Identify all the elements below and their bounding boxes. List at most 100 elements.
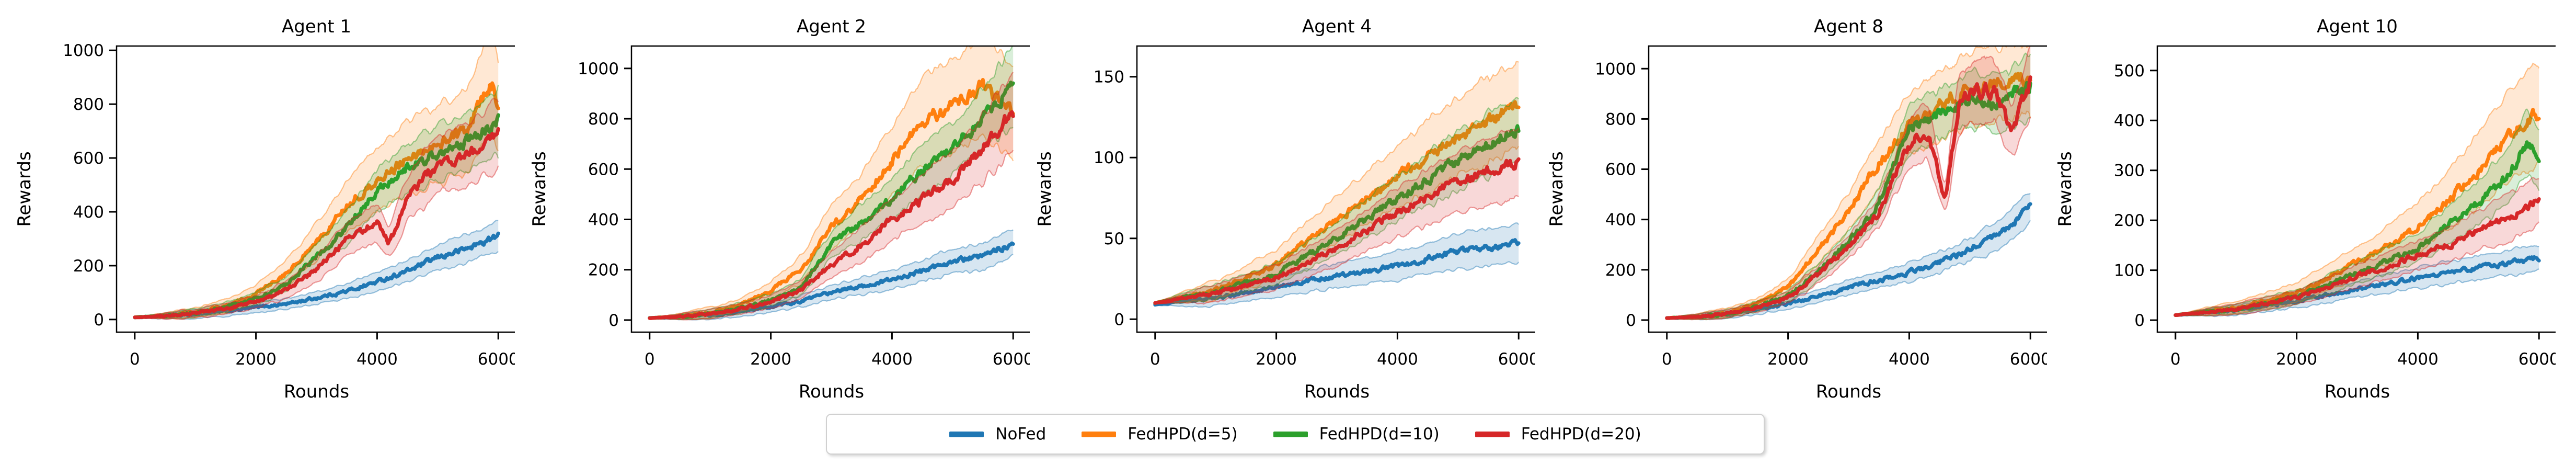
series-line bbox=[1153, 100, 1521, 305]
plot-area bbox=[2174, 62, 2541, 317]
y-tick-label: 0 bbox=[1114, 310, 1124, 329]
x-tick-label: 4000 bbox=[1377, 350, 1418, 369]
legend-line-swatch bbox=[1082, 431, 1117, 437]
x-tick-label: 0 bbox=[1150, 350, 1160, 369]
plot-area bbox=[1153, 61, 1521, 309]
y-tick-label: 200 bbox=[73, 257, 104, 276]
x-tick-label: 6000 bbox=[2010, 350, 2047, 369]
x-tick-label: 6000 bbox=[478, 350, 515, 369]
subplot-title: Agent 4 bbox=[1302, 16, 1372, 37]
y-tick-label: 0 bbox=[94, 311, 104, 330]
y-tick-label: 600 bbox=[1605, 161, 1636, 179]
confidence-band bbox=[2175, 177, 2539, 316]
y-tick-label: 400 bbox=[1605, 211, 1636, 230]
confidence-band bbox=[2175, 245, 2539, 317]
axes-box bbox=[630, 45, 1030, 333]
x-tick-label: 4000 bbox=[356, 350, 398, 369]
confidence-band bbox=[649, 72, 1014, 320]
confidence-band bbox=[1155, 128, 1519, 304]
legend: NoFed FedHPD(d=5) FedHPD(d=10) FedHPD(d=20) bbox=[826, 414, 1765, 455]
series-line bbox=[2174, 197, 2541, 317]
x-axis-label: Rounds bbox=[799, 381, 864, 402]
axes-box bbox=[1648, 45, 2047, 333]
y-tick-label: 100 bbox=[1094, 149, 1124, 167]
confidence-band bbox=[649, 46, 1014, 320]
axes-box bbox=[116, 45, 515, 333]
confidence-band bbox=[1666, 46, 2031, 320]
y-tick-label: 800 bbox=[73, 95, 104, 114]
y-tick-label: 0 bbox=[608, 311, 619, 330]
x-tick-label: 4000 bbox=[1889, 350, 1930, 369]
legend-item-fedhpd-d-5-: FedHPD(d=5) bbox=[1082, 424, 1238, 444]
subplot-title: Agent 1 bbox=[282, 16, 351, 37]
y-axis-label: Rewards bbox=[1546, 151, 1567, 226]
axes-box bbox=[2156, 45, 2556, 333]
y-tick-label: 1000 bbox=[578, 60, 619, 78]
subplot-agent-10: 0 2000 4000 6000 0 100 200 300 400 500 Agent 10 Rou… bbox=[2055, 16, 2556, 402]
confidence-band bbox=[134, 98, 499, 320]
x-axis-label: Rounds bbox=[284, 381, 349, 402]
subplot-title: Agent 8 bbox=[1814, 16, 1883, 37]
plot-area bbox=[1665, 46, 2032, 321]
y-tick-label: 800 bbox=[1605, 110, 1636, 129]
series-line bbox=[133, 127, 500, 320]
y-axis-label: Rewards bbox=[529, 151, 550, 226]
y-tick-label: 400 bbox=[588, 210, 619, 229]
legend-label: FedHPD(d=20) bbox=[1521, 424, 1641, 444]
x-tick-label: 2000 bbox=[1767, 350, 1809, 369]
x-tick-label: 2000 bbox=[1256, 350, 1297, 369]
y-axis-label: Rewards bbox=[1034, 151, 1055, 226]
subplot-title: Agent 10 bbox=[2317, 16, 2398, 37]
legend-label: FedHPD(d=5) bbox=[1128, 424, 1238, 444]
y-tick-label: 150 bbox=[1094, 68, 1124, 87]
series-line bbox=[1153, 238, 1521, 307]
y-tick-label: 0 bbox=[1626, 311, 1636, 330]
x-axis-label: Rounds bbox=[1304, 381, 1370, 402]
subplot-agent-2: 0 2000 4000 6000 0 200 400 600 800 1000 Agent 2 Rou… bbox=[529, 16, 1030, 402]
confidence-band bbox=[649, 46, 1014, 320]
subplot-agent-4: 0 2000 4000 6000 0 50 100 150 Agent 4 Rounds Rewar… bbox=[1034, 16, 1535, 402]
legend-item-nofed: NoFed bbox=[949, 426, 1046, 443]
y-tick-label: 1000 bbox=[63, 41, 104, 60]
legend-label: FedHPD(d=10) bbox=[1319, 424, 1440, 444]
confidence-band bbox=[134, 85, 499, 319]
x-tick-label: 4000 bbox=[871, 350, 913, 369]
confidence-band bbox=[649, 230, 1014, 320]
x-tick-label: 6000 bbox=[993, 350, 1030, 369]
x-tick-label: 0 bbox=[645, 350, 655, 369]
y-tick-label: 800 bbox=[588, 110, 619, 129]
legend-line-swatch bbox=[949, 431, 984, 437]
confidence-band bbox=[1155, 61, 1519, 304]
plot-area bbox=[133, 46, 500, 320]
y-axis-label: Rewards bbox=[14, 151, 35, 226]
legend-line-swatch bbox=[1273, 431, 1308, 437]
y-tick-label: 200 bbox=[1605, 261, 1636, 280]
legend-line-swatch bbox=[1475, 431, 1510, 437]
subplot-agent-1: 0 2000 4000 6000 0 200 400 600 800 1000 Agent 1 Rou… bbox=[14, 16, 515, 402]
y-tick-label: 50 bbox=[1104, 230, 1124, 248]
x-tick-label: 2000 bbox=[2276, 350, 2317, 369]
series-line bbox=[1153, 157, 1521, 305]
x-tick-label: 2000 bbox=[235, 350, 277, 369]
y-tick-label: 200 bbox=[588, 261, 619, 280]
y-tick-label: 300 bbox=[2114, 162, 2145, 180]
y-tick-label: 1000 bbox=[1595, 60, 1636, 78]
series-line bbox=[1665, 75, 2032, 320]
legend-label: NoFed bbox=[995, 424, 1046, 444]
subplot-title: Agent 2 bbox=[797, 16, 866, 37]
x-tick-label: 0 bbox=[2170, 350, 2181, 369]
y-tick-label: 600 bbox=[588, 160, 619, 179]
x-axis-label: Rounds bbox=[1816, 381, 1881, 402]
subplot-agent-8: 0 2000 4000 6000 0 200 400 600 800 1000 Agent 8 Rou… bbox=[1546, 16, 2047, 402]
confidence-band bbox=[2175, 63, 2539, 316]
x-tick-label: 2000 bbox=[750, 350, 791, 369]
legend-item-fedhpd-d-20-: FedHPD(d=20) bbox=[1475, 426, 1641, 443]
y-axis-label: Rewards bbox=[2055, 151, 2076, 226]
x-tick-label: 6000 bbox=[1498, 350, 1535, 369]
series-line bbox=[648, 241, 1015, 320]
y-tick-label: 400 bbox=[73, 203, 104, 222]
confidence-band bbox=[1666, 53, 2031, 320]
y-tick-label: 400 bbox=[2114, 111, 2145, 130]
x-tick-label: 0 bbox=[1662, 350, 1672, 369]
